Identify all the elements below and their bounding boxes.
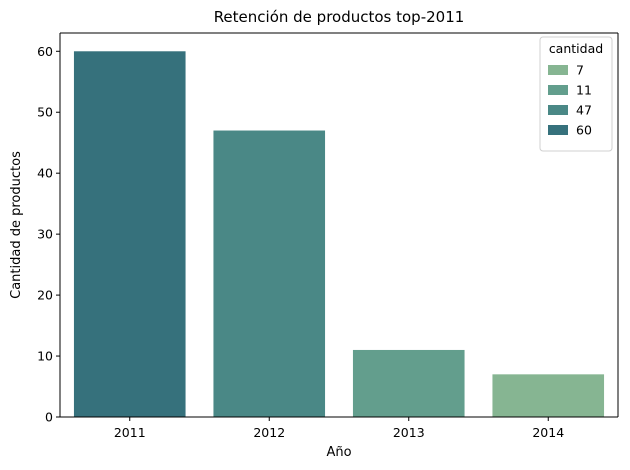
legend-title: cantidad: [549, 41, 603, 56]
legend-swatch-7: [548, 65, 568, 75]
legend-label-60: 60: [576, 123, 592, 138]
y-tick-label: 60: [37, 44, 53, 59]
legend-label-11: 11: [576, 83, 592, 98]
legend: cantidad 7 11 47 60: [539, 36, 613, 152]
y-tick-label: 30: [37, 227, 53, 242]
x-tick-label: 2011: [114, 425, 146, 440]
axes-group: 0 10 20 30 40 50 60 2011 2012 2013 2014: [37, 32, 619, 440]
legend-swatch-60: [548, 125, 568, 135]
x-tick-label: 2012: [253, 425, 285, 440]
y-tick-label: 40: [37, 166, 53, 181]
bar-2011: [73, 51, 186, 418]
x-tick-label: 2013: [393, 425, 425, 440]
x-axis-label: Año: [326, 445, 351, 460]
legend-swatch-11: [548, 85, 568, 95]
y-axis-label: Cantidad de productos: [9, 151, 24, 299]
bar-2014: [492, 374, 605, 417]
chart-title: Retención de productos top-2011: [214, 8, 465, 26]
legend-label-47: 47: [576, 103, 592, 118]
legend-label-7: 7: [576, 63, 584, 78]
bars-group: [73, 51, 605, 418]
y-tick-label: 0: [45, 410, 53, 425]
y-tick-label: 10: [37, 349, 53, 364]
bar-2013: [352, 349, 465, 417]
y-tick-label: 50: [37, 105, 53, 120]
x-tick-label: 2014: [532, 425, 564, 440]
y-tick-label: 20: [37, 288, 53, 303]
bar-2012: [213, 130, 326, 417]
legend-swatch-47: [548, 105, 568, 115]
